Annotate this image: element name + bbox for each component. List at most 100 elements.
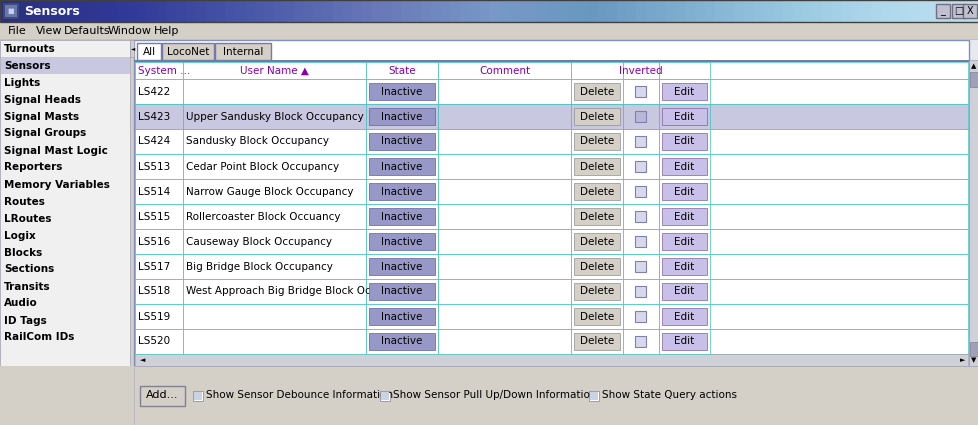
Bar [570,204,622,229]
Bar [156,0,167,22]
Bar [661,208,706,225]
Bar [661,133,706,150]
Bar [616,0,627,22]
Bar [714,0,725,22]
Bar [890,0,901,22]
Bar [313,0,324,22]
Text: Delete: Delete [579,312,613,321]
Text: Signal Heads: Signal Heads [4,94,81,105]
Bar [135,229,183,254]
Bar [743,0,754,22]
Bar [622,129,658,154]
Bar [538,0,549,22]
Bar [499,0,510,22]
Bar [391,0,402,22]
Bar [135,154,967,179]
Text: Edit: Edit [674,187,694,196]
Bar [411,0,422,22]
Bar [135,62,183,79]
Bar [135,354,967,366]
Bar [0,40,130,425]
Text: X: X [965,6,972,16]
Bar [369,83,434,100]
Text: Edit: Edit [674,87,694,96]
Bar [968,0,978,22]
Bar [194,391,201,400]
Bar [366,79,437,104]
Text: Window: Window [108,26,152,36]
Text: Delete: Delete [579,236,613,246]
Bar [196,0,206,22]
Text: Cedar Point Block Occupancy: Cedar Point Block Occupancy [186,162,338,172]
Bar [166,0,177,22]
Bar [437,79,570,104]
Text: Inverted: Inverted [618,65,662,76]
Bar [135,204,183,229]
Bar [929,0,940,22]
Bar [323,0,333,22]
Bar [622,229,658,254]
Text: ▲: ▲ [970,63,976,69]
Bar [661,108,706,125]
Bar [225,0,236,22]
Bar [658,204,709,229]
Bar [135,304,183,329]
Text: ■: ■ [8,8,15,14]
Bar [430,0,441,22]
Bar [661,183,706,200]
Text: Inactive: Inactive [380,261,422,272]
Text: All: All [142,46,156,57]
Text: Signal Mast Logic: Signal Mast Logic [4,145,108,156]
Text: Add...: Add... [146,391,179,400]
Bar [134,366,978,425]
Bar [951,4,965,18]
Text: File: File [8,26,26,36]
Text: Inactive: Inactive [380,162,422,172]
Bar [274,0,285,22]
Text: Internal: Internal [223,46,263,57]
Bar [734,0,744,22]
Bar [489,0,500,22]
Bar [573,108,619,125]
Bar [183,129,366,154]
Bar [235,0,245,22]
Text: LS514: LS514 [138,187,170,196]
Bar [437,254,570,279]
Bar [437,154,570,179]
Bar [135,104,967,129]
Bar [635,261,645,272]
Bar [135,304,967,329]
Text: Edit: Edit [674,136,694,147]
Text: Sections: Sections [4,264,54,275]
Bar [570,229,622,254]
Bar [0,0,11,22]
Bar [127,0,138,22]
Text: Show State Query actions: Show State Query actions [601,391,735,400]
Bar [622,329,658,354]
Text: LS518: LS518 [138,286,170,297]
Text: User Name ▲: User Name ▲ [240,65,309,76]
Bar [0,0,978,22]
Bar [369,108,434,125]
Bar [509,0,519,22]
Text: System ...: System ... [138,65,190,76]
Bar [841,0,852,22]
Bar [635,211,645,222]
Bar [518,0,529,22]
Bar [366,279,437,304]
Bar [366,254,437,279]
Bar [183,79,366,104]
Text: Delete: Delete [579,286,613,297]
Text: Delete: Delete [579,212,613,221]
Bar [622,179,658,204]
Bar [437,129,570,154]
Bar [135,279,967,304]
Bar [900,0,911,22]
Bar [661,333,706,350]
Bar [935,4,949,18]
Text: RailCom IDs: RailCom IDs [4,332,74,343]
Bar [685,0,695,22]
Bar [570,254,622,279]
Text: LS516: LS516 [138,236,170,246]
Text: Defaults: Defaults [64,26,111,36]
